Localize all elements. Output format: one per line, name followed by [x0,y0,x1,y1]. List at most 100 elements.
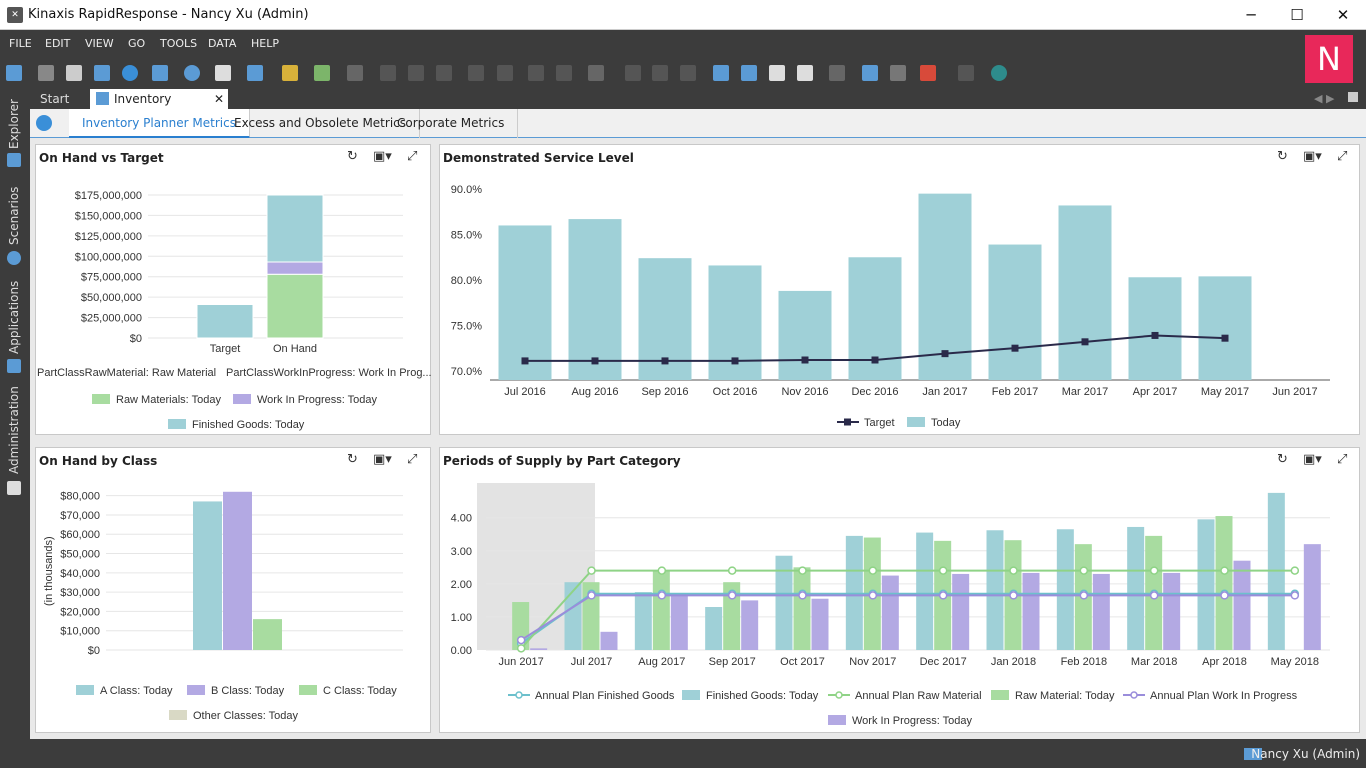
bar [1198,276,1252,380]
layout-icon[interactable] [797,65,813,81]
sidebar-item-scenarios[interactable]: Scenarios [7,186,21,245]
expand-icon[interactable] [769,65,785,81]
menu-tools[interactable]: TOOLS [160,37,198,50]
bar [670,593,688,650]
preview-icon[interactable] [829,65,845,81]
panel-maximize-icon[interactable]: ⤢ [407,149,418,164]
menu-data[interactable]: DATA [208,37,237,50]
sidebar-item-administration[interactable]: Administration [7,386,21,474]
search-icon[interactable] [588,65,604,81]
bar [778,290,832,380]
tab-corporate-metrics[interactable]: Corporate Metrics [384,109,519,138]
panel-layout-icon[interactable]: ▣▾ [1303,452,1322,467]
save-icon[interactable] [38,65,54,81]
menu-go[interactable]: GO [128,37,146,50]
menu-file[interactable]: FILE [9,37,32,50]
help-icon[interactable] [991,65,1007,81]
sidebar-item-applications[interactable]: Applications [7,280,21,354]
tab-list-icon[interactable] [1348,92,1358,102]
y-tick-label: $125,000,000 [75,231,142,243]
legend-swatch [168,419,186,429]
panel-refresh-icon[interactable]: ↻ [347,149,358,164]
tab-scroll-arrows-icon[interactable]: ◀ ▶ [1314,92,1335,105]
y-tick-label: 3.00 [451,546,472,558]
sort-asc-icon[interactable] [528,65,544,81]
x-tick-label: May 2018 [1271,656,1319,668]
filter-icon[interactable] [380,65,396,81]
workflow-icon[interactable] [920,65,936,81]
legend-label: Finished Goods: Today [706,690,819,702]
columns-icon[interactable] [497,65,513,81]
refresh-icon[interactable] [122,65,138,81]
legend-label: Target [864,417,895,429]
chart-edit-icon[interactable] [713,65,729,81]
insert-row-icon[interactable] [625,65,641,81]
team-icon[interactable] [862,65,878,81]
import-icon[interactable] [314,65,330,81]
maximize-button[interactable]: ☐ [1290,6,1304,24]
legend-swatch [92,394,110,404]
tab-start[interactable]: Start [40,92,70,106]
print-icon[interactable] [66,65,82,81]
grid-icon[interactable] [468,65,484,81]
brand-logo[interactable]: N [1305,35,1353,83]
y-tick-label: $75,000,000 [81,272,142,284]
close-button[interactable]: ✕ [1336,6,1350,24]
chart-periods-of-supply: 0.00 1.00 2.00 3.00 4.00 Jun 2017 Jul 2017 Aug … [451,483,1330,727]
panel-maximize-icon[interactable]: ⤢ [407,452,418,467]
panel-refresh-icon[interactable]: ↻ [1277,452,1288,467]
menu-view[interactable]: VIEW [85,37,114,50]
camera-icon[interactable] [94,65,110,81]
legend-swatch [187,685,205,695]
plan-point [516,635,526,645]
y-tick-label: 2.00 [451,579,472,591]
bar [952,573,970,650]
bar [705,607,723,650]
delete-row-icon[interactable] [652,65,668,81]
panel-maximize-icon[interactable]: ⤢ [1337,452,1348,467]
context-help-icon[interactable] [958,65,974,81]
plan-line [520,592,1295,645]
worksheet-icon[interactable] [215,65,231,81]
panel-refresh-icon[interactable]: ↻ [1277,149,1288,164]
refresh-worksheet-icon[interactable] [36,115,52,131]
x-tick-label: Jul 2016 [504,386,546,398]
panel-layout-icon[interactable]: ▣▾ [1303,149,1322,164]
check-icon[interactable] [680,65,696,81]
explorer-toggle-icon[interactable] [6,65,22,81]
plan-point [516,644,526,653]
export-icon[interactable] [347,65,363,81]
menu-help[interactable]: HELP [251,37,279,50]
minimize-button[interactable]: ─ [1246,6,1256,24]
administration-icon[interactable] [7,481,21,495]
approve-icon[interactable] [890,65,906,81]
tab-excess-obsolete-metrics[interactable]: Excess and Obsolete Metrics [221,109,420,138]
applications-icon[interactable] [7,359,21,373]
tab-inventory-planner-metrics[interactable]: Inventory Planner Metrics [69,109,250,138]
play-icon[interactable] [247,65,263,81]
x-tick-label: Jul 2017 [571,656,613,668]
comment-icon[interactable] [184,65,200,81]
sort-desc-icon[interactable] [556,65,572,81]
x-tick-label: Jun 2017 [499,656,544,668]
target-point [871,356,879,364]
scenarios-icon[interactable] [7,251,21,265]
explorer-icon[interactable] [7,153,21,167]
image-icon[interactable] [741,65,757,81]
info-line: PartClassRawMaterial: Raw Material [37,367,216,379]
panel-layout-icon[interactable]: ▣▾ [373,149,392,164]
users-icon[interactable] [152,65,168,81]
link-icon[interactable] [282,65,298,81]
panel-refresh-icon[interactable]: ↻ [347,452,358,467]
menu-edit[interactable]: EDIT [45,37,71,50]
plan-point [657,591,667,600]
paste-icon[interactable] [436,65,452,81]
tab-inventory-planner[interactable]: Inventory Planner ✕ [90,89,228,126]
mail-icon[interactable] [1244,748,1262,760]
close-tab-icon[interactable]: ✕ [213,92,224,106]
y-tick-label: 75.0% [451,320,482,332]
sidebar-item-explorer[interactable]: Explorer [7,99,21,149]
copy-icon[interactable] [408,65,424,81]
panel-maximize-icon[interactable]: ⤢ [1337,149,1348,164]
panel-layout-icon[interactable]: ▣▾ [373,452,392,467]
